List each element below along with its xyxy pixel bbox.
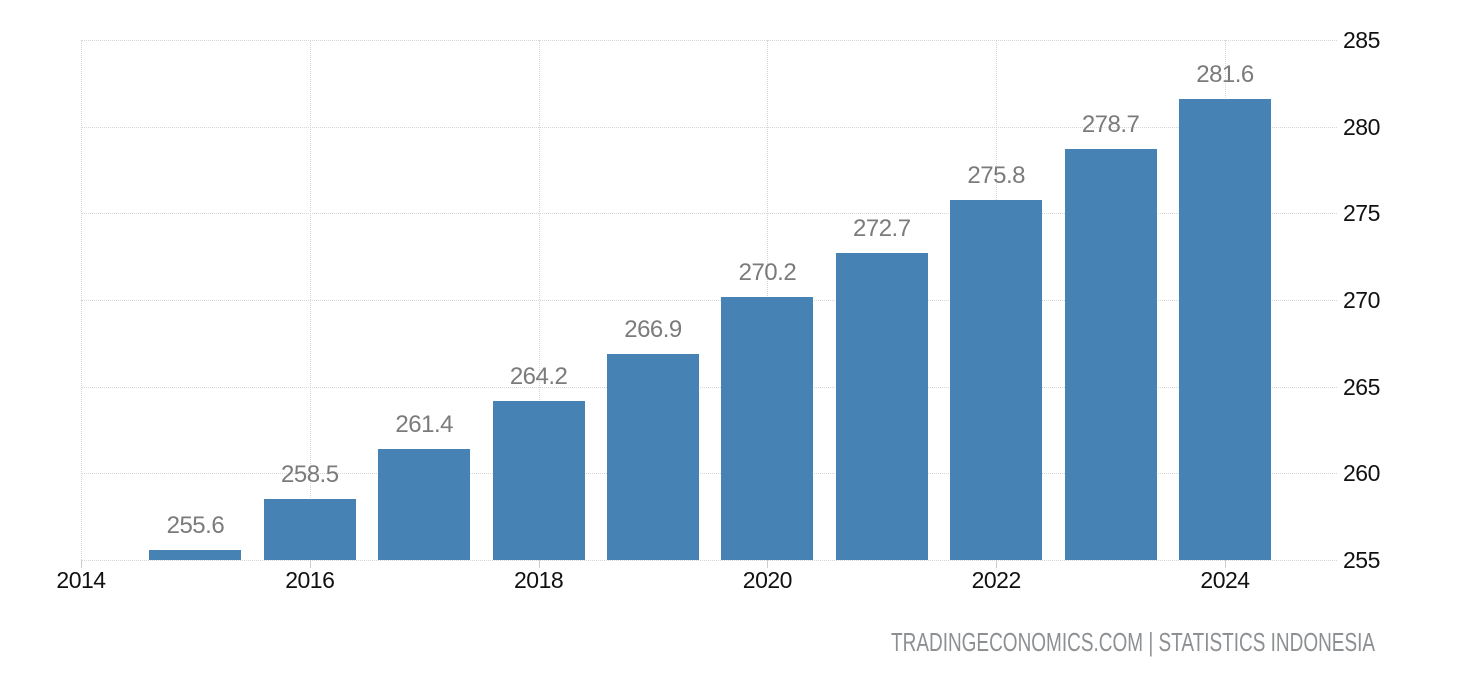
bar-value-label: 255.6 — [166, 511, 225, 539]
x-axis-label: 2024 — [1200, 567, 1250, 593]
bar-2023[interactable] — [1064, 149, 1157, 560]
horizontal-gridline — [81, 473, 1337, 475]
bar-value-label: 258.5 — [281, 461, 339, 489]
bar-value-label: 278.7 — [1081, 111, 1140, 139]
chart-attribution: TRADINGECONOMICS.COM | STATISTICS INDONE… — [890, 627, 1375, 657]
x-axis-tick — [1225, 560, 1226, 568]
x-axis-label: 2014 — [56, 567, 106, 593]
y-axis-label: 265 — [1343, 373, 1380, 400]
horizontal-gridline — [81, 213, 1337, 215]
horizontal-gridline — [81, 560, 1337, 561]
bar-value-label: 275.8 — [967, 161, 1025, 189]
x-axis-label: 2022 — [971, 567, 1022, 593]
vertical-gridline — [81, 40, 82, 560]
bar-2024[interactable] — [1179, 98, 1271, 560]
x-axis-tick — [309, 560, 311, 568]
horizontal-gridline — [81, 386, 1337, 388]
bar-2020[interactable] — [721, 296, 814, 560]
x-axis-label: 2020 — [742, 567, 793, 593]
x-axis-tick — [767, 560, 769, 568]
vertical-gridline — [309, 40, 311, 560]
bar-2016[interactable] — [263, 499, 356, 560]
x-axis-tick — [81, 560, 82, 568]
horizontal-gridline — [81, 126, 1337, 128]
bar-value-label: 272.7 — [853, 215, 911, 243]
y-axis-label: 260 — [1343, 460, 1380, 487]
bar-2018[interactable] — [492, 400, 585, 560]
x-axis-tick — [996, 560, 998, 568]
bar-value-label: 266.9 — [624, 315, 682, 343]
y-axis-label: 285 — [1343, 27, 1380, 53]
vertical-gridline — [538, 40, 540, 560]
bar-2015[interactable] — [149, 549, 242, 560]
bar-2019[interactable] — [607, 353, 699, 560]
y-axis-label: 270 — [1343, 287, 1380, 313]
bar-value-label: 270.2 — [738, 258, 797, 286]
horizontal-gridline — [81, 300, 1337, 301]
x-axis-label: 2018 — [514, 567, 564, 593]
y-axis-label: 275 — [1343, 200, 1380, 227]
bar-value-label: 261.4 — [395, 411, 453, 439]
y-axis-label: 255 — [1343, 547, 1380, 573]
x-axis-tick — [538, 560, 540, 568]
bar-2022[interactable] — [950, 199, 1043, 560]
x-axis-label: 2016 — [285, 567, 335, 593]
bar-2021[interactable] — [835, 253, 928, 560]
horizontal-gridline — [81, 40, 1337, 41]
bar-value-label: 264.2 — [509, 362, 568, 390]
y-axis-label: 280 — [1343, 113, 1380, 140]
bar-value-label: 281.6 — [1196, 60, 1254, 88]
bar-2017[interactable] — [378, 449, 471, 560]
